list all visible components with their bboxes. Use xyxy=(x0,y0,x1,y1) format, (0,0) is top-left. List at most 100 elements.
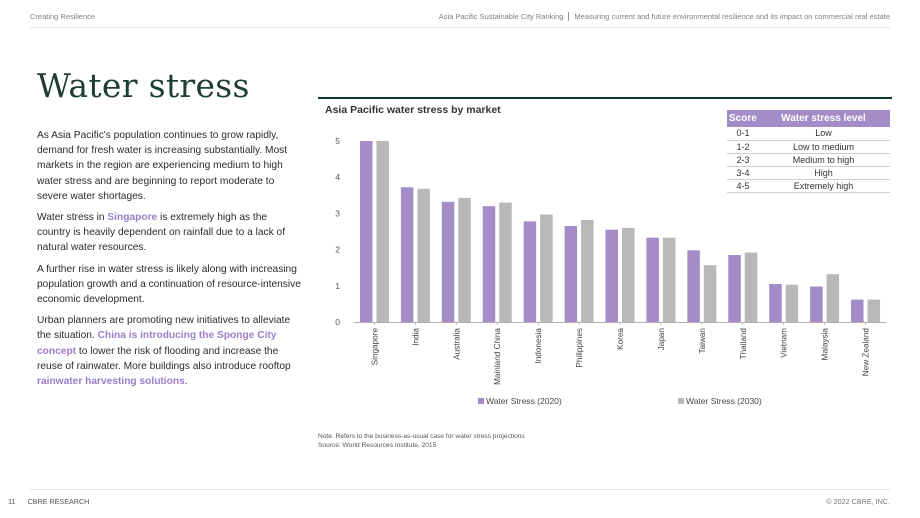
x-tick-label: New Zealand xyxy=(862,328,871,377)
bar-2020 xyxy=(400,187,414,322)
table-row: 0-1 Low xyxy=(727,127,890,141)
x-tick-label: Malaysia xyxy=(821,328,830,361)
bar-2030 xyxy=(867,299,881,322)
bar-2020 xyxy=(523,221,537,322)
bar-2020 xyxy=(728,255,741,322)
top-rule xyxy=(30,27,890,28)
bar-2030 xyxy=(581,219,594,322)
bar-2020 xyxy=(646,237,659,322)
level-cell: Medium to high xyxy=(757,153,890,167)
legend-label: Water Stress (2030) xyxy=(686,396,762,406)
chart-top-rule xyxy=(318,97,892,99)
top-bar: Creating Resilience Asia Pacific Sustain… xyxy=(30,10,890,26)
paragraph-2-text: Water stress in xyxy=(37,212,108,224)
page-number: 11 xyxy=(8,497,16,506)
table-row: 1-2 Low to medium xyxy=(727,140,890,154)
score-header: Score xyxy=(727,110,757,127)
score-cell: 3-4 xyxy=(727,166,757,180)
bar-2030 xyxy=(417,188,430,322)
y-axis: 0 1 2 3 4 5 xyxy=(335,136,340,327)
bar-2030 xyxy=(376,141,389,322)
bar-2020 xyxy=(359,141,373,322)
bar-2020 xyxy=(441,201,455,322)
y-tick-label: 5 xyxy=(335,136,340,146)
bar-2030 xyxy=(826,274,840,322)
score-cell: 0-1 xyxy=(727,127,757,141)
paragraph-4-text-mid: to lower the risk of flooding and increa… xyxy=(37,345,291,372)
bar-2020 xyxy=(482,206,496,322)
singapore-highlight: Singapore xyxy=(107,212,158,224)
x-tick-label: India xyxy=(411,328,420,346)
bar-2030 xyxy=(785,284,799,322)
header-divider xyxy=(568,12,570,21)
y-tick-label: 1 xyxy=(335,281,340,291)
footer-copyright: © 2022 CBRE, INC. xyxy=(826,497,890,506)
paragraph-3: A further rise in water stress is likely… xyxy=(37,263,301,306)
report-header: Asia Pacific Sustainable City Ranking Mea… xyxy=(439,12,890,21)
report-subtitle: Measuring current and future environment… xyxy=(574,12,890,21)
bar-2020 xyxy=(851,299,864,322)
bar-2030 xyxy=(622,227,635,322)
legend-swatch xyxy=(678,398,684,404)
bar-2030 xyxy=(499,202,512,322)
table-row: 4-5 Extremely high xyxy=(727,179,890,193)
bar-2020 xyxy=(810,286,823,322)
x-tick-label: Philippines xyxy=(575,328,584,368)
bar-2030 xyxy=(744,252,758,322)
table-row: 2-3 Medium to high xyxy=(727,153,890,167)
x-tick-label: Mainland China xyxy=(493,328,502,385)
score-cell: 4-5 xyxy=(727,179,757,193)
y-tick-label: 0 xyxy=(335,317,340,327)
score-table-header: Score Water stress level xyxy=(727,110,890,127)
bar-2020 xyxy=(687,250,700,322)
note-text: Note: Refers to the business-as-usual ca… xyxy=(318,433,525,440)
footer-left: 11 CBRE RESEARCH xyxy=(8,497,89,506)
y-tick-label: 3 xyxy=(335,208,340,218)
report-title: Asia Pacific Sustainable City Ranking xyxy=(438,12,564,21)
footer-brand: CBRE RESEARCH xyxy=(27,497,90,506)
x-tick-label: Indonesia xyxy=(534,328,543,364)
score-table: Score Water stress level 0-1 Low 1-2 Low t… xyxy=(727,110,890,193)
x-tick-label: Australia xyxy=(452,328,461,360)
paragraph-4: Urban planners are promoting new initiat… xyxy=(37,313,302,389)
paragraph-2-text-end: is extremely high as the country is heav… xyxy=(37,212,286,254)
x-tick-label: Singapore xyxy=(370,328,379,366)
sponge-city-link[interactable]: China is introducing the Sponge City con… xyxy=(37,330,277,357)
level-cell: Low to medium xyxy=(757,140,890,154)
level-cell: High xyxy=(757,166,890,180)
paragraph-2: Water stress in Singapore is extremely h… xyxy=(37,210,302,256)
bar-2030 xyxy=(458,197,471,322)
bottom-rule xyxy=(30,489,890,490)
bar-2030 xyxy=(703,265,717,322)
body-text: As Asia Pacific's population continues t… xyxy=(37,128,302,395)
level-header: Water stress level xyxy=(757,110,890,127)
water-stress-chart: 0 1 2 3 4 5 Singapore India Australia Mainland C… xyxy=(335,136,886,406)
page-title: Water stress xyxy=(37,66,250,105)
bars xyxy=(359,141,881,322)
legend-swatch xyxy=(478,398,484,404)
level-cell: Extremely high xyxy=(757,179,890,193)
paragraph-4-text: Urban planners are promoting new initiat… xyxy=(37,315,291,342)
chart-title: Asia Pacific water stress by market xyxy=(325,104,501,116)
x-tick-label: Thailand xyxy=(739,328,748,360)
rainwater-harvesting-link[interactable]: rainwater harvesting solutions xyxy=(37,376,185,388)
score-cell: 1-2 xyxy=(727,140,757,154)
x-tick-label: Japan xyxy=(657,328,666,351)
level-cell: Low xyxy=(757,127,890,141)
bar-2030 xyxy=(540,214,553,322)
x-tick-label: Vietnam xyxy=(780,328,789,358)
table-row: 3-4 High xyxy=(727,166,890,180)
bar-2030 xyxy=(662,237,676,322)
chart-notes: Note: Refers to the business-as-usual ca… xyxy=(318,432,525,450)
chart-legend: Water Stress (2020) Water Stress (2030) xyxy=(478,396,762,406)
source-text: Source: World Resources Institute, 2015 xyxy=(318,442,437,449)
paragraph-1: As Asia Pacific's population continues t… xyxy=(37,130,288,202)
x-tick-label: Taiwan xyxy=(698,328,707,354)
score-cell: 2-3 xyxy=(727,153,757,167)
x-tick-label: Korea xyxy=(616,328,625,350)
section-label: Creating Resilience xyxy=(30,12,96,21)
y-tick-label: 2 xyxy=(335,245,340,255)
bar-2020 xyxy=(769,283,782,322)
x-axis-labels: Singapore India Australia Mainland China Ind… xyxy=(370,322,871,385)
y-tick-label: 4 xyxy=(335,172,340,182)
